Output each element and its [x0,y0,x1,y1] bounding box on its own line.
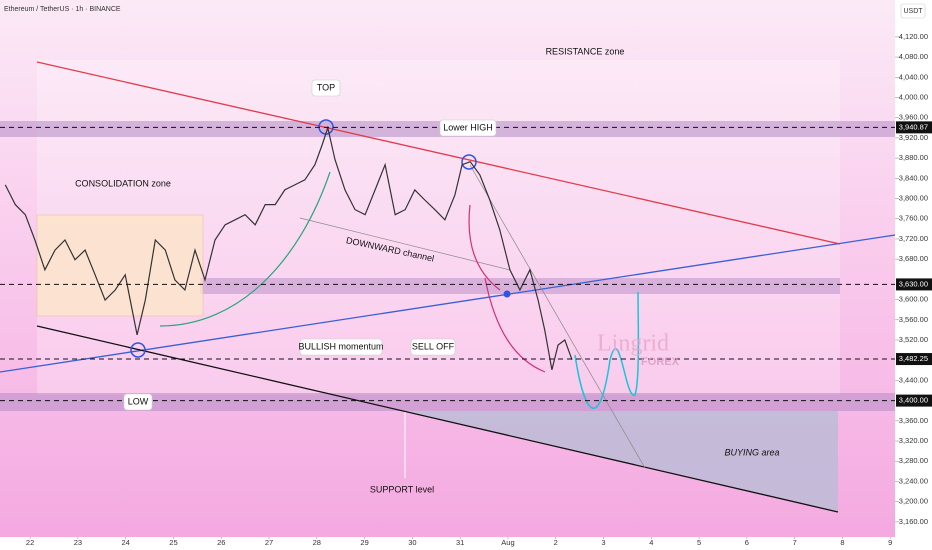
channel-line [469,164,646,469]
x-tick-label: 23 [74,538,82,547]
x-tick-label: 2 [554,538,558,547]
selloff-arrow [484,277,546,373]
x-tick-label: 31 [456,538,464,547]
x-tick-label: 25 [169,538,177,547]
x-tick-label: 8 [840,538,844,547]
price-line [4,125,573,370]
series-layer [4,125,573,370]
watermark: FOREX [641,356,680,368]
y-tick-label: 3,160.00 [899,517,928,526]
support-band [0,393,895,411]
y-tick-label: 3,880.00 [899,153,928,162]
x-tick-label: 30 [408,538,416,547]
x-tick-label: Aug [501,538,514,547]
price-label: 3,630.00 [899,279,928,288]
x-tick-label: 7 [793,538,797,547]
price-axis [895,0,932,550]
annotation: SUPPORT level [370,484,434,494]
x-tick-label: 3 [601,538,605,547]
x-tick-label: 28 [313,538,321,547]
watermark: Lingrid [597,331,669,357]
y-tick-label: 3,720.00 [899,234,928,243]
y-tick-label: 3,760.00 [899,214,928,223]
annotation: TOP [317,82,335,92]
y-tick-label: 4,000.00 [899,92,928,101]
y-tick-label: 4,120.00 [899,32,928,41]
chart-title: Ethereum / TetherUS · 1h · BINANCE [4,6,121,13]
projection-path [574,291,640,410]
support-line [36,325,839,513]
price-label-box [896,353,932,366]
annotation: BUYING area [724,447,779,457]
price-label: 3,482.25 [899,354,928,363]
y-tick-label: 4,080.00 [899,52,928,61]
x-tick-label: 5 [697,538,701,547]
currency-box [900,3,926,19]
selloff-arrow [468,204,501,291]
x-tick-label: 22 [26,538,34,547]
low-marker [130,342,146,358]
high-marker [461,154,477,170]
price-label-box [896,121,932,134]
trend-line [0,234,896,373]
label-box [311,79,341,97]
y-tick-label: 3,840.00 [899,173,928,182]
price-label: 3,940.87 [899,122,928,131]
y-tick-label: 3,520.00 [899,335,928,344]
x-tick-label: 6 [745,538,749,547]
y-tick-label: 3,960.00 [899,113,928,122]
y-tick-label: 3,360.00 [899,416,928,425]
y-tick-label: 3,920.00 [899,133,928,142]
label-box [439,119,497,137]
x-tick-label: 27 [265,538,273,547]
bullish-arrow [159,171,331,327]
y-tick-label: 3,280.00 [899,456,928,465]
y-tick-label: 3,440.00 [899,375,928,384]
annotation: Lower HIGH [443,122,493,132]
x-tick-label: 29 [360,538,368,547]
price-label-box [896,394,932,407]
y-tick-label: 3,200.00 [899,497,928,506]
label-box [299,338,383,356]
annotation: BULLISH momentum [298,341,383,351]
y-tick-label: 3,680.00 [899,254,928,263]
resistance-line [36,61,841,245]
price-label-box [896,278,932,291]
cross-dot [503,290,511,298]
y-tick-label: 3,240.00 [899,476,928,485]
price-label: 3,400.00 [899,396,928,405]
y-tick-label: 4,040.00 [899,72,928,81]
annotation: LOW [128,396,149,406]
channel-line [299,217,511,271]
y-tick-label: 3,320.00 [899,436,928,445]
y-tick-label: 3,560.00 [899,315,928,324]
label-box [123,393,153,411]
y-tick-label: 3,600.00 [899,295,928,304]
annotation: CONSOLIDATION zone [75,178,171,188]
consolidation-box [36,214,204,317]
x-tick-label: 24 [122,538,130,547]
y-tick-label: 3,800.00 [899,194,928,203]
x-tick-label: 9 [888,538,892,547]
mid-band [200,278,840,294]
time-axis [0,537,895,550]
annotation: RESISTANCE zone [546,46,625,56]
x-tick-label: 4 [649,538,653,547]
label-box [410,338,456,356]
annotation: SELL OFF [412,341,455,351]
x-tick-label: 26 [217,538,225,547]
currency: USDT [903,8,923,15]
